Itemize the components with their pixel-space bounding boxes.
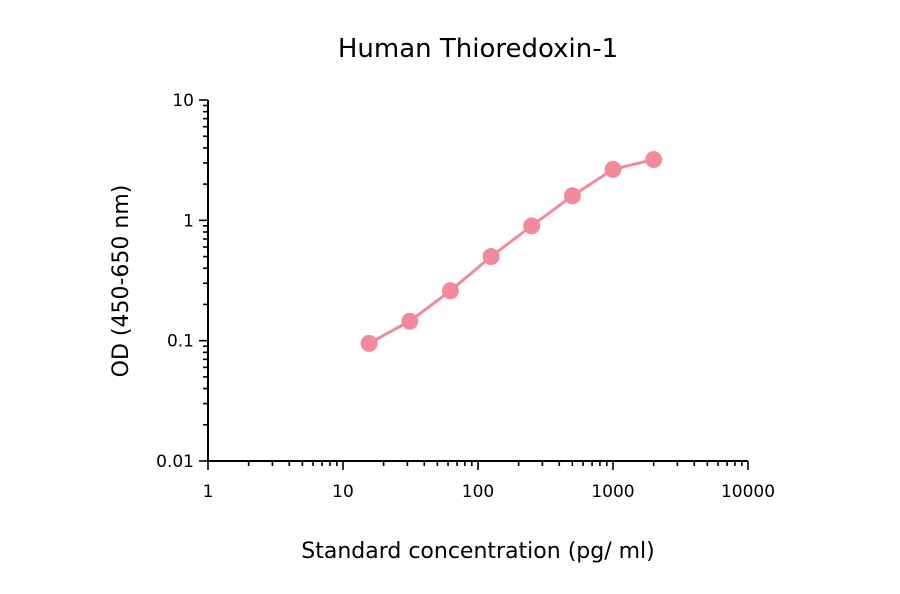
data-point bbox=[604, 160, 622, 178]
data-point bbox=[441, 282, 459, 300]
x-tick-label: 10 bbox=[332, 482, 354, 502]
x-tick-label: 100 bbox=[462, 482, 494, 502]
data-point bbox=[360, 334, 378, 352]
y-axis-label: OD (450-650 nm) bbox=[109, 185, 134, 378]
y-tick-label: 0.01 bbox=[156, 452, 194, 472]
data-point bbox=[401, 312, 419, 330]
data-point bbox=[645, 151, 663, 169]
y-tick-label: 0.1 bbox=[167, 332, 194, 352]
data-point bbox=[523, 217, 541, 235]
data-point bbox=[563, 187, 581, 205]
chart-title: Human Thioredoxin-1 bbox=[338, 34, 618, 64]
y-tick-label: 10 bbox=[172, 91, 194, 111]
x-tick-label: 10000 bbox=[721, 482, 775, 502]
y-tick-label: 1 bbox=[183, 211, 194, 231]
x-tick-label: 1000 bbox=[591, 482, 634, 502]
plot-area bbox=[360, 151, 663, 352]
x-axis-label: Standard concentration (pg/ ml) bbox=[301, 539, 654, 564]
axes: 0.01 0.1 1 10 1 10 100 1000 10000 bbox=[156, 91, 775, 502]
data-point bbox=[482, 248, 500, 266]
x-tick-label: 1 bbox=[203, 482, 214, 502]
